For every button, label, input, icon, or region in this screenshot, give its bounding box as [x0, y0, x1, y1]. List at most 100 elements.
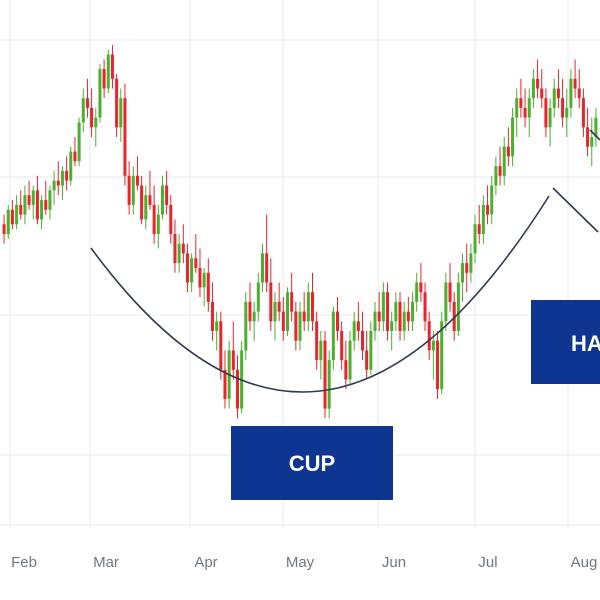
candle — [235, 355, 239, 419]
candle — [519, 78, 523, 118]
candle-body — [181, 243, 185, 254]
candle — [31, 185, 35, 220]
candle-body — [223, 369, 227, 399]
candle — [144, 185, 148, 230]
candle — [419, 263, 423, 302]
candle — [106, 49, 110, 94]
candle-body — [35, 190, 39, 220]
candle-body — [165, 185, 169, 205]
candle — [465, 243, 469, 293]
candle-body — [390, 321, 394, 331]
candle-body — [106, 54, 110, 89]
candle-body — [23, 195, 27, 215]
candle — [540, 69, 544, 108]
candle — [331, 306, 335, 370]
candle-body — [331, 311, 335, 361]
candle — [115, 73, 119, 137]
candle — [10, 200, 14, 230]
candle — [177, 234, 181, 273]
annotation-handle-label: HA — [571, 331, 600, 356]
candle-body — [248, 301, 252, 322]
handle-top-curve — [589, 129, 600, 141]
candle — [523, 88, 527, 128]
annotation-cup: CUP — [231, 426, 393, 500]
candle — [73, 137, 77, 167]
candle-body — [540, 88, 544, 99]
candle-body — [27, 195, 31, 205]
candle-body — [135, 175, 139, 186]
candle-body — [481, 204, 485, 234]
candle-body — [586, 127, 590, 147]
candle-body — [565, 107, 569, 118]
pattern-curves — [90, 129, 600, 393]
candle — [311, 272, 315, 331]
candle-body — [215, 321, 219, 331]
candle — [69, 146, 73, 186]
candle-body — [311, 292, 315, 322]
candle-body — [15, 204, 19, 225]
candle-body — [327, 360, 331, 409]
candle — [431, 331, 435, 380]
candle — [427, 311, 431, 361]
candle — [27, 180, 31, 210]
candle — [573, 59, 577, 99]
candle — [273, 292, 277, 341]
candle — [456, 272, 460, 336]
candle-body — [44, 200, 48, 210]
candle-body — [381, 292, 385, 322]
candle — [81, 88, 85, 133]
candle-body — [323, 340, 327, 409]
candle — [586, 107, 590, 157]
candle-body — [73, 151, 77, 162]
candle — [148, 170, 152, 210]
candle-body — [52, 180, 56, 191]
candle-body — [177, 243, 181, 264]
annotations: CUP HA — [231, 300, 600, 500]
candle — [336, 297, 340, 341]
candle-body — [369, 331, 373, 370]
candle-body — [256, 282, 260, 312]
candle-body — [102, 69, 106, 89]
candle — [494, 156, 498, 196]
x-tick-label: Aug — [571, 554, 598, 571]
candle — [461, 253, 465, 302]
candle-body — [123, 98, 127, 176]
candle — [194, 234, 198, 273]
candle — [40, 195, 44, 230]
candle — [223, 350, 227, 409]
candle — [44, 180, 48, 215]
candle-body — [6, 209, 10, 234]
candle-body — [119, 98, 123, 128]
candle — [110, 44, 114, 89]
candle-body — [569, 78, 573, 108]
candle — [569, 69, 573, 118]
candle-body — [519, 98, 523, 108]
candle — [190, 253, 194, 293]
x-tick-label: May — [286, 554, 315, 571]
candle-body — [231, 350, 235, 370]
candle — [260, 243, 264, 293]
candle-body — [411, 301, 415, 322]
candle — [344, 340, 348, 390]
candle — [160, 175, 164, 220]
handle-curve — [552, 187, 599, 233]
candle — [285, 287, 289, 336]
candle-body — [298, 311, 302, 341]
candle-body — [594, 117, 598, 137]
candle-body — [536, 78, 540, 89]
candle-body — [506, 146, 510, 157]
candle-body — [94, 117, 98, 128]
candle-body — [77, 122, 81, 162]
candle — [98, 64, 102, 123]
cup-curve — [90, 195, 550, 393]
candle-body — [415, 282, 419, 302]
candle — [486, 185, 490, 225]
candle-body — [427, 321, 431, 351]
candle — [369, 321, 373, 375]
candle-body — [277, 301, 281, 312]
candle — [181, 224, 185, 264]
candle — [123, 83, 127, 186]
candle — [581, 88, 585, 137]
candle-body — [336, 311, 340, 331]
candle — [398, 292, 402, 341]
